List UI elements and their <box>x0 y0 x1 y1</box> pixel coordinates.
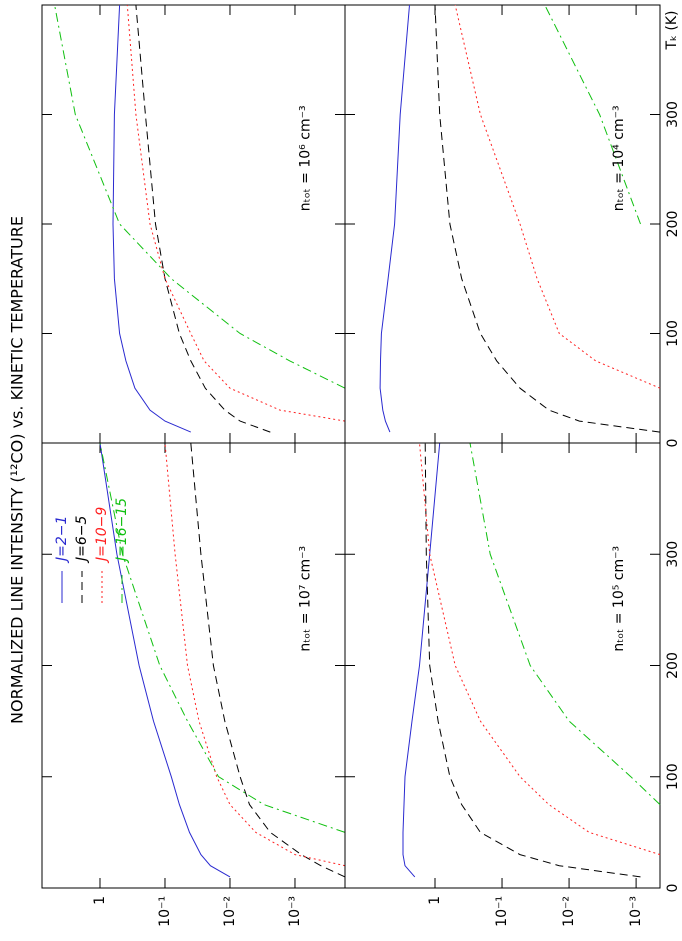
series-line <box>190 442 346 878</box>
y-tick-label: 10⁻² <box>561 896 577 927</box>
series-line <box>379 4 410 433</box>
series-line <box>544 4 641 225</box>
legend-label: J=10−9 <box>94 507 110 564</box>
x-axis-label: Tₖ (K) <box>664 10 680 50</box>
series-line <box>469 442 661 805</box>
legend-label: J=16−15 <box>114 498 130 564</box>
panel-frame <box>344 4 661 444</box>
series-line <box>112 4 191 433</box>
density-annotation: nₜₒₜ = 10⁴ cm⁻³ <box>611 105 627 211</box>
figure-title: NORMALIZED LINE INTENSITY (¹²CO) vs. KIN… <box>8 216 27 724</box>
series-line <box>164 442 346 867</box>
y-tick-label: 1 <box>92 896 108 905</box>
x-tick-label: 100 <box>665 763 681 790</box>
x-tick-label: 300 <box>665 541 681 568</box>
y-tick-label: 10⁻³ <box>287 896 303 927</box>
legend-label: J=6−5 <box>74 516 90 564</box>
series-line <box>454 4 661 389</box>
y-tick-label: 10⁻³ <box>628 896 644 927</box>
y-tick-label: 10⁻¹ <box>157 896 173 927</box>
series-line <box>135 4 271 433</box>
density-annotation: nₜₒₜ = 10⁶ cm⁻³ <box>298 105 314 211</box>
x-tick-label: 300 <box>665 101 681 128</box>
series-line <box>434 4 661 433</box>
series-line <box>99 442 231 878</box>
density-annotation: nₜₒₜ = 10⁷ cm⁻³ <box>298 546 314 652</box>
x-tick-label: 100 <box>665 320 681 347</box>
rotated-plot: NORMALIZED LINE INTENSITY (¹²CO) vs. KIN… <box>8 4 681 927</box>
y-tick-label: 10⁻¹ <box>494 896 510 927</box>
panel-frame <box>41 442 346 889</box>
x-tick-label: 200 <box>665 652 681 679</box>
series-line <box>126 4 346 422</box>
y-tick-label: 10⁻² <box>222 896 238 927</box>
series-line <box>54 4 346 389</box>
panel-frame <box>344 442 661 889</box>
series-line <box>424 442 641 878</box>
legend-label: J=2−1 <box>54 516 70 564</box>
x-tick-label: 0 <box>665 884 681 893</box>
density-annotation: nₜₒₜ = 10⁵ cm⁻³ <box>611 546 627 652</box>
x-tick-label: 0 <box>665 439 681 448</box>
series-line <box>99 442 346 833</box>
panel-frame <box>41 4 346 444</box>
x-tick-label: 200 <box>665 211 681 238</box>
y-tick-label: 1 <box>427 896 443 905</box>
series-line <box>402 442 441 878</box>
